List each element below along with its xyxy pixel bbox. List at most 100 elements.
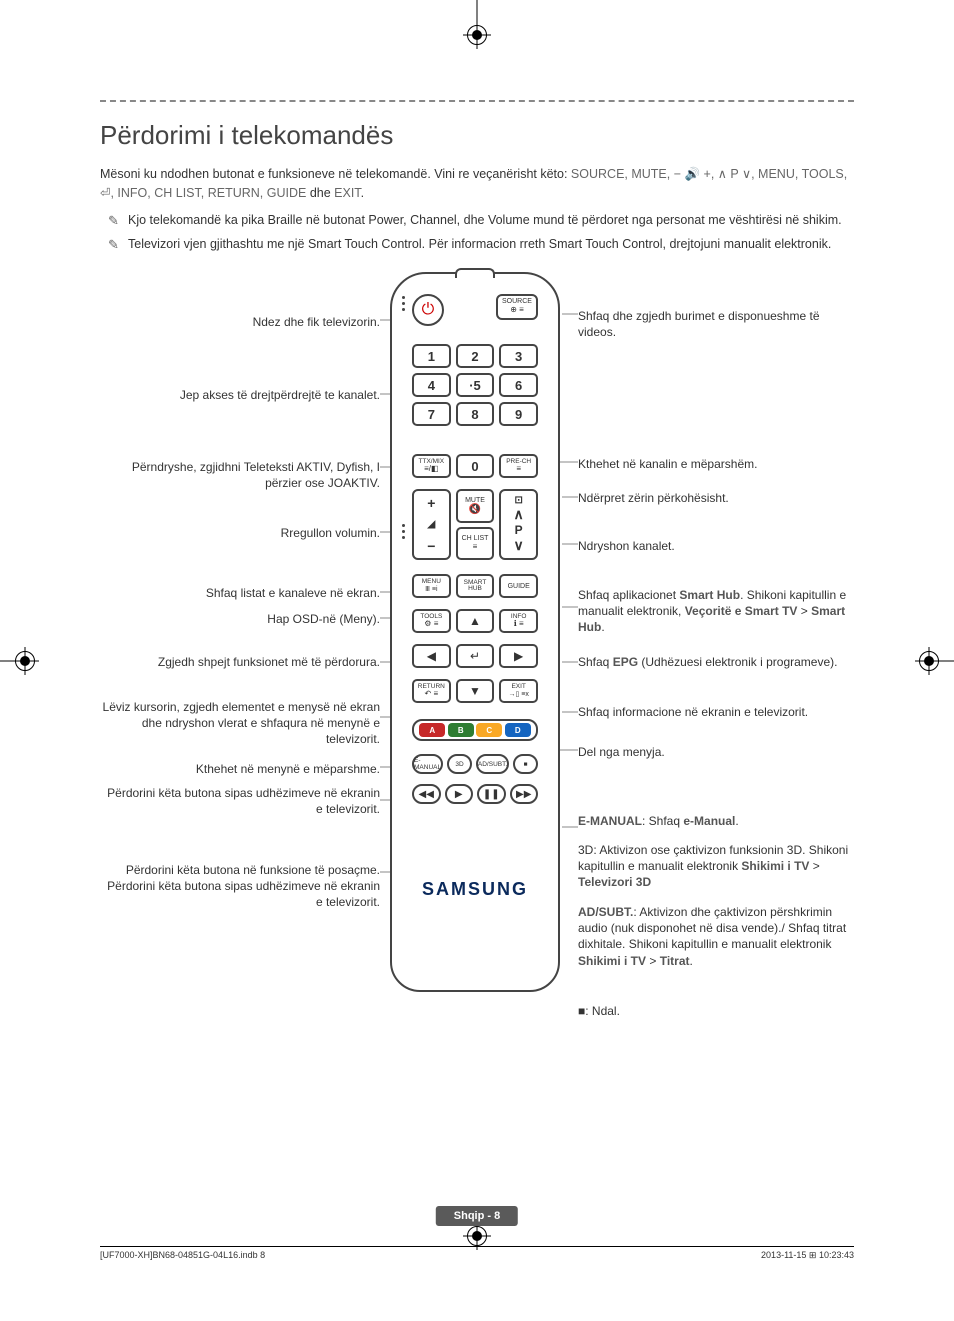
note-braille: Kjo telekomandë ka pika Braille në buton… [100,211,854,230]
fn-button-2[interactable]: AD/SUBT. [476,754,509,774]
num-4-button[interactable]: 4 [412,373,451,397]
playian-i3-button[interactable]: ▶▶ [510,784,539,804]
page-content: Përdorimi i telekomandës Mësoni ku ndodh… [100,100,854,1261]
callout-right-2: Ndërpret zërin përkohësisht. [578,490,854,506]
pre-ch-button[interactable]: PRE-CH ≡ [499,454,538,478]
power-button[interactable]: ⏻ [412,294,444,326]
num-2-button[interactable]: 2 [456,344,495,368]
left-button[interactable]: ◀ [412,644,451,668]
intro-text-prefix: Mësoni ku ndodhen butonat e funksioneve … [100,167,571,181]
right-button[interactable]: ▶ [499,644,538,668]
smart-hub-button[interactable]: SMART HUB [456,574,495,598]
ttx-row: TTX/MIX ≡/◧ 0 PRE-CH ≡ [412,454,538,478]
info-button[interactable]: INFO ℹ ≡ [499,609,538,633]
footer-timestamp: 2013-11-15 ⊞ 10:23:43 [761,1250,854,1261]
num-3-button[interactable]: 3 [499,344,538,368]
num-5-button[interactable]: ·5 [456,373,495,397]
intro-period: . [361,186,364,200]
registration-mark-left [15,651,35,671]
page-title: Përdorimi i telekomandës [100,120,854,151]
number-pad: 123 4·56 789 [412,344,538,426]
ch-p: P [515,523,523,537]
vol-ch-row: + ◢ − MUTE 🔇 CH LIST ≡ ⊡ ∧ [412,489,538,559]
callout-right-4: Shfaq aplikacionet Smart Hub. Shikoni ka… [578,587,854,636]
vol-minus: − [427,538,435,554]
num-0-button[interactable]: 0 [456,454,495,478]
chlist-button[interactable]: CH LIST ≡ [456,527,495,561]
remote-outline: ⏻ SOURCE ⊕ ≡ 1234·56789 TTX/MIX ≡/◧ 0 PR… [390,272,560,992]
section-divider [100,100,854,102]
fn-button-0[interactable]: E-MANUAL [412,754,443,774]
return-button[interactable]: RETURN ↶ ≡ [412,679,451,703]
ch-hold: ⊡ [514,495,522,506]
ttx-mix-button[interactable]: TTX/MIX ≡/◧ [412,454,451,478]
callout-left-0: Ndez dhe fik televizorin. [100,314,380,330]
callout-left-1: Jep akses të drejtpërdrejtë te kanalet. [100,387,380,403]
function-row: E-MANUAL3DAD/SUBT.■ [412,754,538,774]
print-footer: [UF7000-XH]BN68-04851G-04L16.indb 8 2013… [100,1246,854,1261]
menu-button[interactable]: MENU Ⅲ ≡i [412,574,451,598]
callout-right-1: Kthehet në kanalin e mëparshëm. [578,456,854,472]
ok-button[interactable]: ↵ [456,644,495,668]
callout-left-4: Shfaq listat e kanaleve në ekran. [100,585,380,601]
vol-bar: ◢ [427,519,435,530]
power-icon: ⏻ [422,301,435,319]
guide-button[interactable]: GUIDE [499,574,538,598]
source-button[interactable]: SOURCE ⊕ ≡ [496,294,538,320]
intro-exit-kw: EXIT [334,186,360,200]
callout-right-5: Shfaq EPG (Udhëzuesi elektronik i progra… [578,654,854,670]
down-button[interactable]: ▼ [456,679,495,703]
mute-icon: 🔇 [469,504,481,515]
playback-row: ◀◀▶❚❚▶▶ [412,784,538,804]
chlist-label: CH LIST [462,535,489,542]
callout-right-7: Del nga menyja. [578,744,854,760]
playian-i0-button[interactable]: ◀◀ [412,784,441,804]
braille-dots-mid [402,524,405,539]
channel-rocker[interactable]: ⊡ ∧ P ∨ [499,489,538,560]
volume-rocker[interactable]: + ◢ − [412,489,451,560]
num-9-button[interactable]: 9 [499,402,538,426]
ttx-sub: ≡/◧ [424,465,438,473]
fn-button-3[interactable]: ■ [513,754,538,774]
color-d-button[interactable]: D [505,723,531,737]
tools-button[interactable]: TOOLS ⚙ ≡ [412,609,451,633]
num-1-button[interactable]: 1 [412,344,451,368]
intro-text-suffix: dhe [310,186,334,200]
callout-right-10: AD/SUBT.: Aktivizon dhe çaktivizon përsh… [578,904,854,969]
num-7-button[interactable]: 7 [412,402,451,426]
prech-sub: ≡ [516,465,521,473]
callout-left-8: Kthehet në menynë e mëparshme. [100,761,380,777]
footer-filename: [UF7000-XH]BN68-04851G-04L16.indb 8 [100,1250,265,1261]
ch-up-icon: ∧ [514,506,524,523]
color-a-button[interactable]: A [419,723,445,737]
menu-row: MENU Ⅲ ≡i SMART HUB GUIDE [412,574,538,598]
fn-button-1[interactable]: 3D [447,754,472,774]
source-sub: ⊕ ≡ [498,306,536,315]
registration-mark-top [467,25,487,45]
callout-left-3: Rregullon volumin. [100,525,380,541]
num-8-button[interactable]: 8 [456,402,495,426]
callout-right-9: 3D: Aktivizon ose çaktivizon funksionin … [578,842,854,891]
registration-mark-right [919,651,939,671]
callout-left-7: Lëviz kursorin, zgjedh elementet e menys… [100,699,380,748]
callout-right-8: E-MANUAL: Shfaq e-Manual. [578,813,854,829]
callout-left-5: Hap OSD-në (Meny). [100,611,380,627]
chlist-sub: ≡ [473,542,478,551]
samsung-logo: SAMSUNG [392,879,558,900]
playian-i1-button[interactable]: ▶ [445,784,474,804]
remote-diagram: Ndez dhe fik televizorin. Jep akses të dr… [100,272,854,1072]
color-c-button[interactable]: C [476,723,502,737]
callout-left-9: Përdorini këta butona sipas udhëzimeve n… [100,785,380,817]
nav-mid-row: ◀ ↵ ▶ [412,644,538,668]
num-6-button[interactable]: 6 [499,373,538,397]
up-button[interactable]: ▲ [456,609,495,633]
playian-i2-button[interactable]: ❚❚ [477,784,506,804]
vol-plus: + [427,495,435,511]
callout-right-6: Shfaq informacione në ekranin e televizo… [578,704,854,720]
tools-sub: ⚙ ≡ [424,620,438,628]
mute-button[interactable]: MUTE 🔇 [456,489,495,523]
menu-sub: Ⅲ ≡i [425,586,437,593]
callout-right-11: ■: Ndal. [578,1003,854,1019]
exit-button[interactable]: EXIT →▯ ≡x [499,679,538,703]
color-b-button[interactable]: B [448,723,474,737]
